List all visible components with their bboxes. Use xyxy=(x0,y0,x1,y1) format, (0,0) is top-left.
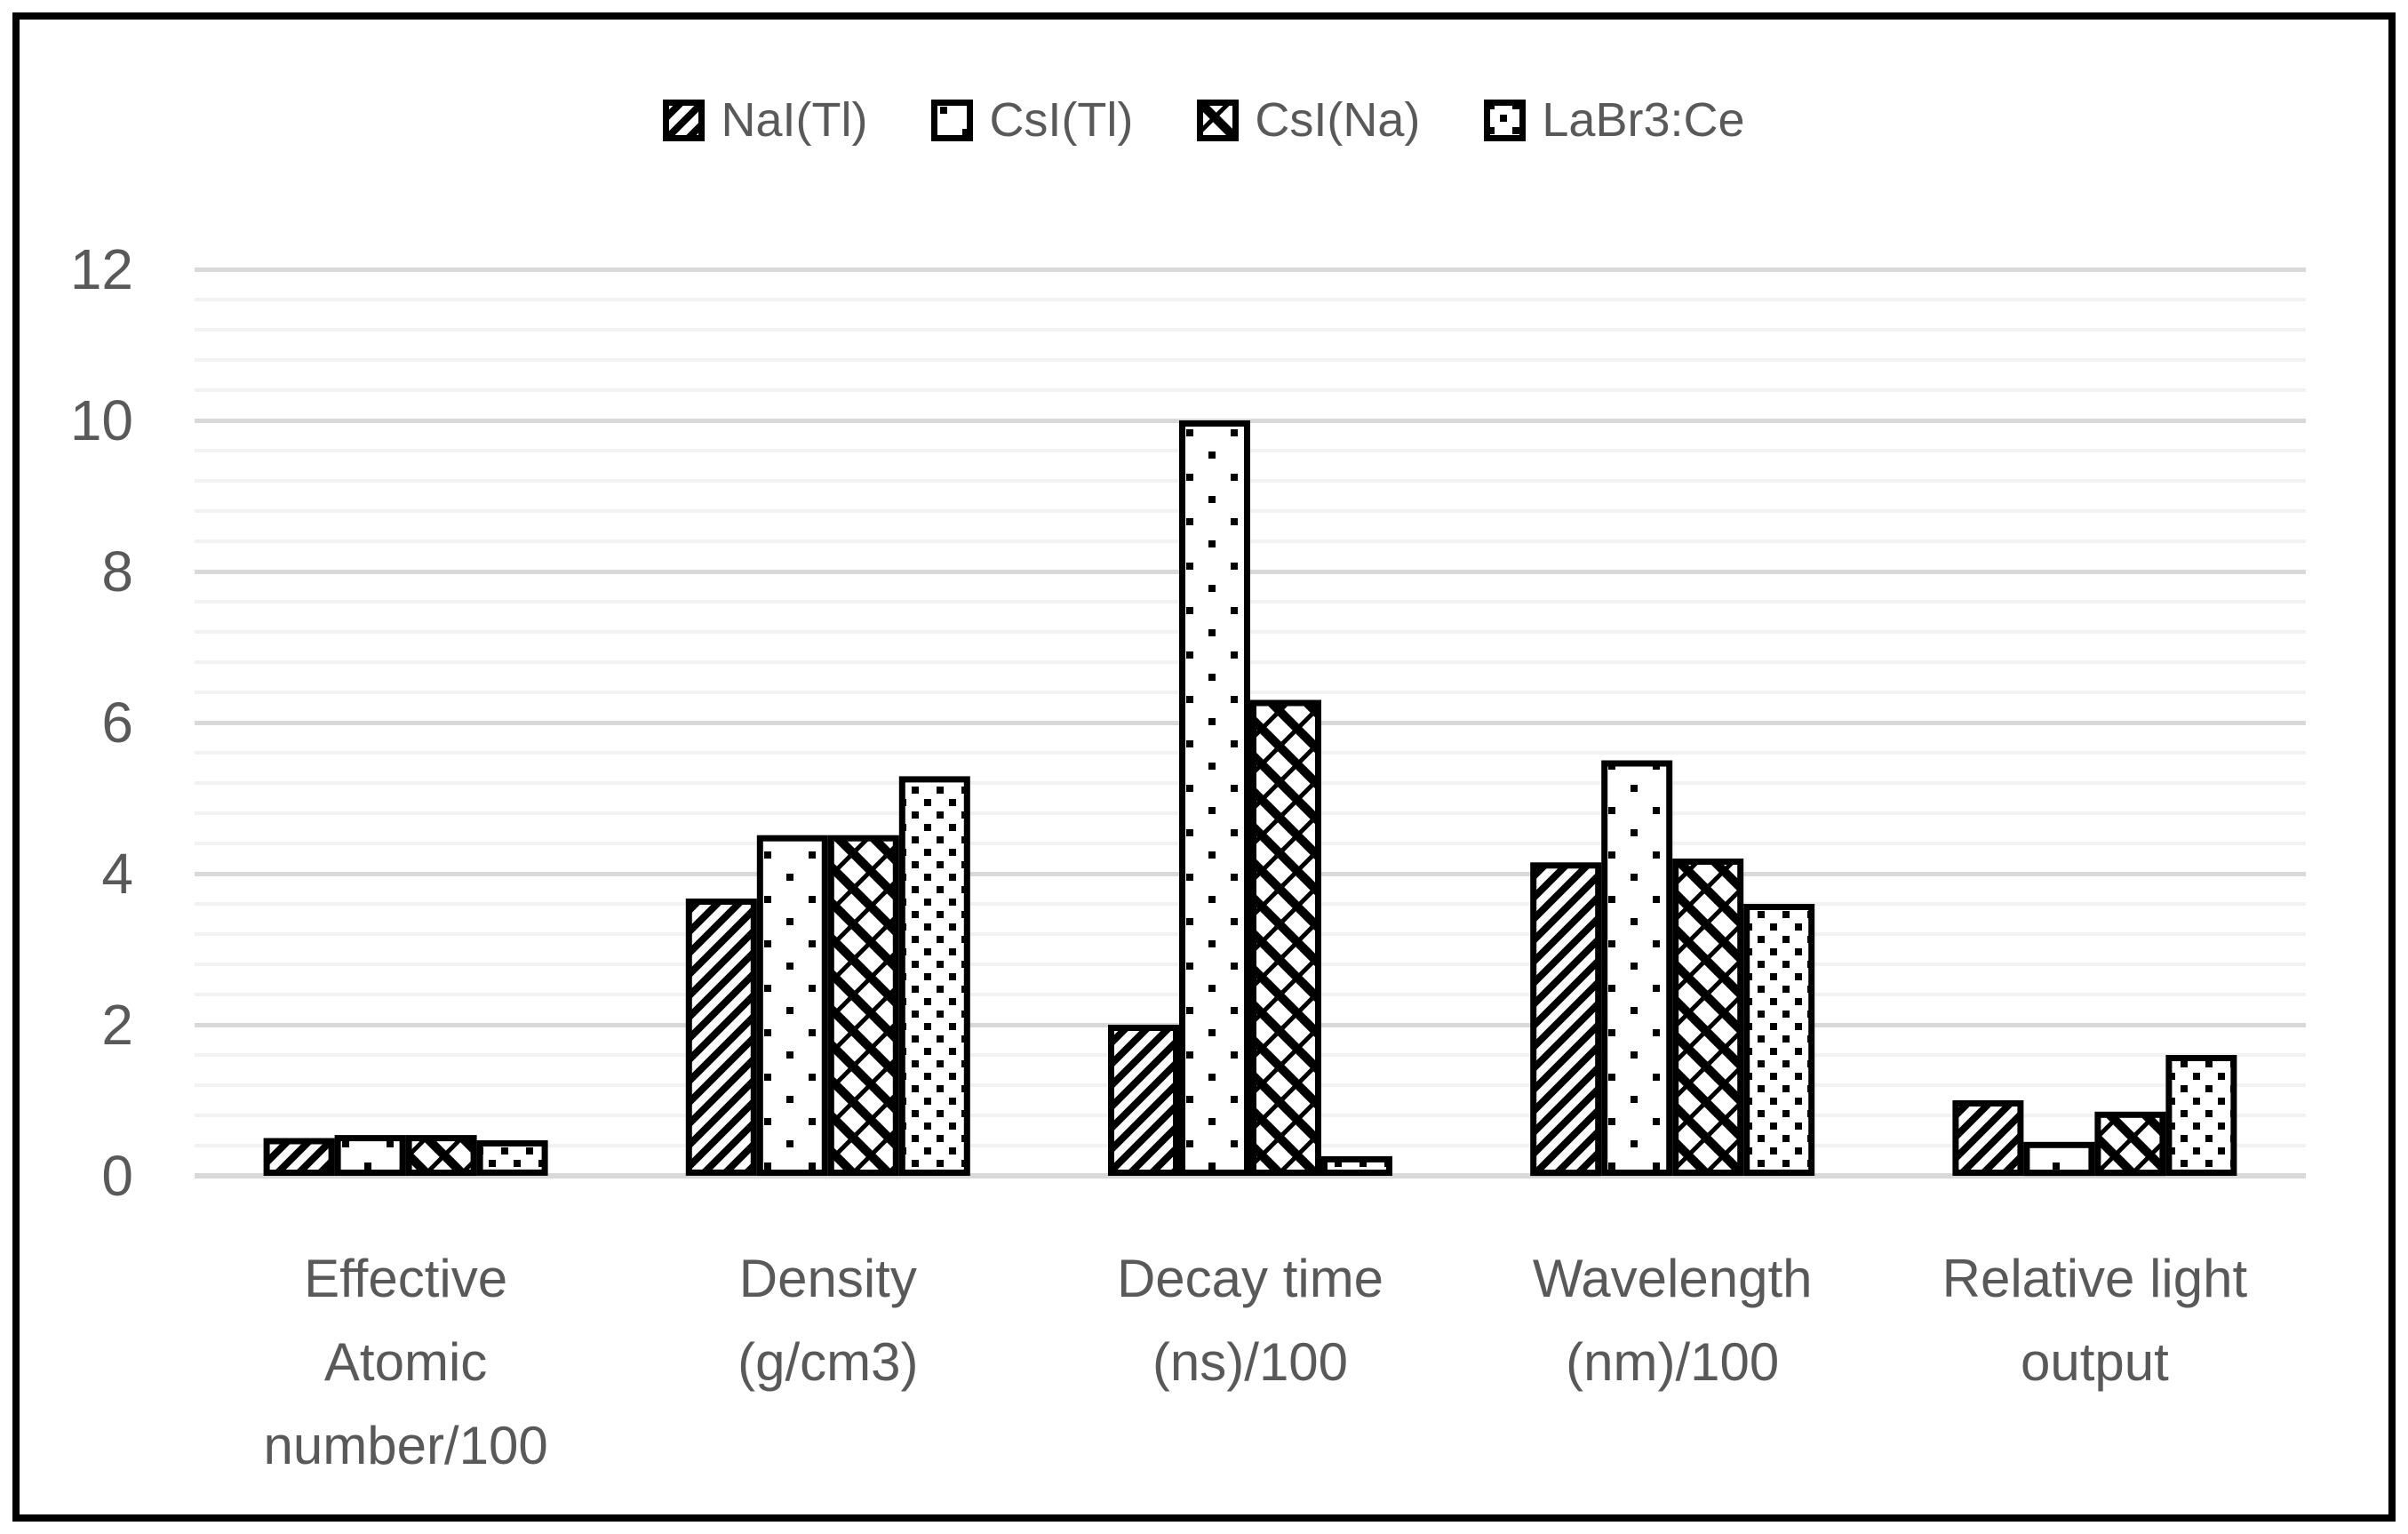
x-category-label-line: number/100 xyxy=(263,1416,548,1475)
legend-swatch-icon xyxy=(663,99,706,141)
x-category-label-line: (ns)/100 xyxy=(1152,1332,1349,1392)
bar-nai-tl--c2 xyxy=(1108,1025,1179,1176)
x-category-label-line: (nm)/100 xyxy=(1566,1332,1780,1392)
x-category-label: Effective Atomic number/100 xyxy=(263,1237,547,1488)
x-category-label-line: Density xyxy=(738,1249,917,1308)
bar-nai-tl--c3 xyxy=(1530,862,1602,1177)
x-category-label-line: output xyxy=(2020,1332,2169,1392)
y-tick-label: 8 xyxy=(101,539,133,603)
bar-labr3-ce-c1 xyxy=(898,776,970,1177)
y-tick-label: 12 xyxy=(69,237,133,301)
bar-labr3-ce-c3 xyxy=(1743,904,1815,1176)
legend-swatch-icon xyxy=(1484,99,1527,141)
bar-csi-tl--c0 xyxy=(334,1135,406,1176)
legend-swatch-icon xyxy=(1197,99,1240,141)
bar-csi-tl--c1 xyxy=(756,835,828,1176)
legend-item-nai-tl-: NaI(Tl) xyxy=(663,96,867,144)
y-tick-label: 10 xyxy=(69,388,133,452)
x-category-label-line: Atomic xyxy=(323,1332,488,1392)
legend-item-labr3-ce: LaBr3:Ce xyxy=(1484,93,1745,147)
bar-csi-na--c1 xyxy=(827,835,899,1176)
y-tick-label: 0 xyxy=(101,1144,133,1208)
figure-frame xyxy=(12,12,2396,1522)
gridline-minor xyxy=(195,298,2306,301)
bar-csi-tl--c4 xyxy=(2023,1141,2095,1177)
x-category-label-line: Wavelength xyxy=(1532,1249,1813,1308)
x-category-label-line: (g/cm3) xyxy=(738,1332,919,1392)
x-category-label-line: Decay time xyxy=(1116,1249,1384,1308)
legend-label: NaI(Tl) xyxy=(721,93,868,147)
bar-labr3-ce-c0 xyxy=(476,1140,548,1176)
bar-csi-na--c4 xyxy=(2094,1111,2166,1177)
y-tick-label: 6 xyxy=(101,691,133,755)
bar-csi-tl--c2 xyxy=(1179,420,1250,1176)
bar-labr3-ce-c4 xyxy=(2165,1055,2237,1176)
gridline-minor xyxy=(195,388,2306,392)
bar-labr3-ce-c2 xyxy=(1321,1155,1392,1177)
x-category-label: Density (g/cm3) xyxy=(738,1237,918,1404)
bar-csi-na--c3 xyxy=(1672,859,1744,1176)
gridline-minor xyxy=(195,358,2306,362)
x-category-label-line: Effective xyxy=(304,1249,508,1308)
legend-label: CsI(Na) xyxy=(1255,93,1421,147)
y-tick-label: 4 xyxy=(101,842,133,906)
legend: NaI(Tl) CsI(Tl) CsI(Na) LaBr3:Ce xyxy=(0,96,2408,144)
gridline-minor xyxy=(195,328,2306,332)
x-category-label-line: Relative light xyxy=(1942,1249,2248,1308)
legend-item-csi-na-: CsI(Na) xyxy=(1197,96,1420,144)
bar-nai-tl--c0 xyxy=(263,1138,335,1176)
x-category-label: Wavelength (nm)/100 xyxy=(1533,1237,1813,1404)
x-category-label: Relative light output xyxy=(1942,1237,2248,1404)
legend-label: CsI(Tl) xyxy=(989,93,1134,147)
bar-csi-tl--c3 xyxy=(1601,760,1673,1176)
bar-csi-na--c2 xyxy=(1250,699,1321,1176)
bar-csi-na--c0 xyxy=(405,1135,477,1176)
legend-item-csi-tl-: CsI(Tl) xyxy=(931,96,1133,144)
bar-nai-tl--c1 xyxy=(685,899,757,1176)
bar-nai-tl--c4 xyxy=(1952,1100,2024,1176)
x-category-label: Decay time (ns)/100 xyxy=(1117,1237,1383,1404)
legend-swatch-icon xyxy=(931,99,974,141)
gridline-major xyxy=(195,267,2306,272)
y-tick-label: 2 xyxy=(101,993,133,1057)
legend-label: LaBr3:Ce xyxy=(1542,93,1745,147)
